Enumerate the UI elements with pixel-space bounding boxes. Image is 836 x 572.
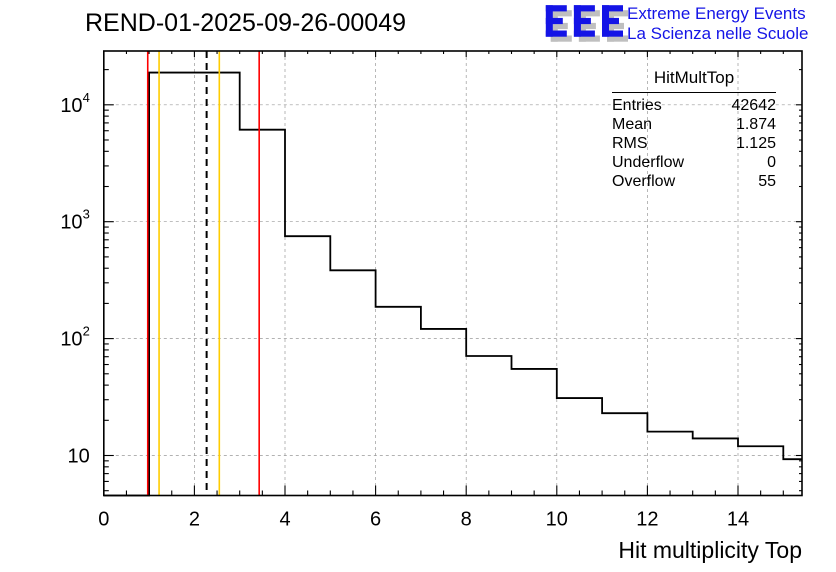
svg-text:8: 8 bbox=[461, 509, 472, 531]
svg-text:104: 104 bbox=[60, 90, 89, 117]
svg-text:10: 10 bbox=[546, 509, 568, 531]
svg-text:10: 10 bbox=[68, 446, 90, 468]
svg-text:14: 14 bbox=[727, 509, 749, 531]
svg-text:4: 4 bbox=[279, 509, 290, 531]
svg-text:12: 12 bbox=[636, 509, 658, 531]
svg-text:0: 0 bbox=[98, 509, 109, 531]
svg-text:103: 103 bbox=[60, 207, 89, 234]
svg-text:Hit multiplicity Top: Hit multiplicity Top bbox=[618, 537, 802, 563]
svg-text:2: 2 bbox=[189, 509, 200, 531]
svg-text:102: 102 bbox=[60, 324, 89, 351]
svg-text:6: 6 bbox=[370, 509, 381, 531]
